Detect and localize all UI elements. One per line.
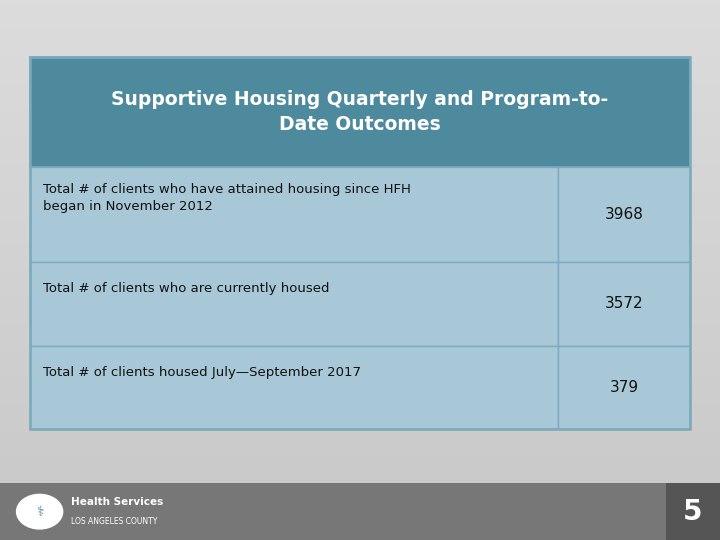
Text: 3968: 3968 (605, 207, 643, 222)
Text: LOS ANGELES COUNTY: LOS ANGELES COUNTY (71, 517, 158, 526)
Circle shape (17, 495, 63, 529)
FancyBboxPatch shape (558, 167, 690, 262)
FancyBboxPatch shape (0, 483, 720, 540)
Text: Total # of clients who are currently housed: Total # of clients who are currently hou… (43, 282, 330, 295)
Text: Supportive Housing Quarterly and Program-to-
Date Outcomes: Supportive Housing Quarterly and Program… (112, 90, 608, 134)
Text: Health Services: Health Services (71, 497, 163, 507)
FancyBboxPatch shape (30, 346, 558, 429)
FancyBboxPatch shape (30, 167, 558, 262)
FancyBboxPatch shape (558, 346, 690, 429)
Text: 379: 379 (609, 380, 639, 395)
Text: ⚕: ⚕ (36, 505, 43, 518)
FancyBboxPatch shape (558, 262, 690, 346)
Text: Total # of clients who have attained housing since HFH
began in November 2012: Total # of clients who have attained hou… (43, 183, 411, 213)
Text: Total # of clients housed July—September 2017: Total # of clients housed July—September… (43, 366, 361, 379)
FancyBboxPatch shape (30, 57, 690, 167)
Text: 3572: 3572 (605, 296, 643, 311)
Text: 5: 5 (683, 498, 703, 525)
FancyBboxPatch shape (30, 262, 558, 346)
FancyBboxPatch shape (666, 483, 720, 540)
